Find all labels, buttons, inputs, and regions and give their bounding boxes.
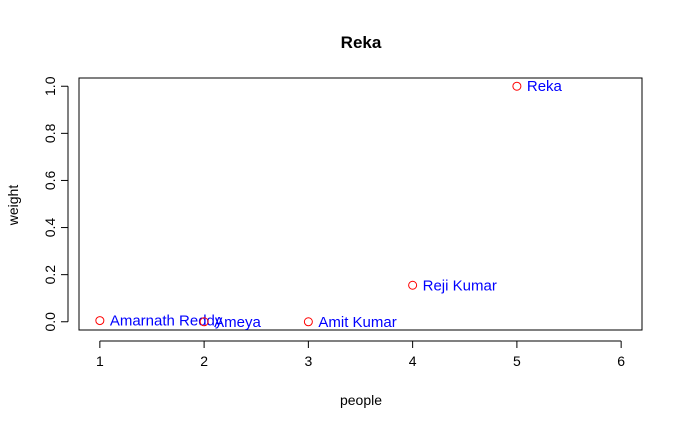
data-point — [512, 81, 522, 91]
data-point-label: Ameya — [214, 314, 261, 331]
data-point — [303, 317, 313, 327]
data-point — [199, 317, 209, 327]
x-tick-label: 2 — [200, 353, 208, 369]
y-tick-label: 0.0 — [42, 312, 58, 332]
y-tick-label: 0.8 — [42, 123, 58, 143]
y-tick-label: 0.6 — [42, 171, 58, 191]
data-point-label: Reji Kumar — [423, 277, 497, 294]
x-tick-label: 1 — [96, 353, 104, 369]
y-axis-title: weight — [5, 185, 21, 227]
y-tick-label: 1.0 — [42, 76, 58, 96]
data-point — [408, 280, 418, 290]
x-tick-label: 4 — [409, 353, 417, 369]
plot-frame — [78, 77, 643, 331]
x-tick-label: 3 — [304, 353, 312, 369]
data-point — [95, 316, 105, 326]
x-tick-label: 6 — [617, 353, 625, 369]
data-point-label: Reka — [527, 78, 563, 95]
x-tick-label: 5 — [513, 353, 521, 369]
data-point-label: Amit Kumar — [318, 314, 396, 331]
y-tick-label: 0.2 — [42, 265, 58, 285]
chart-title: Reka — [341, 33, 382, 52]
y-tick-label: 0.4 — [42, 218, 58, 238]
data-point-label: Amarnath Reddy — [110, 313, 223, 330]
x-axis: 1 2 3 4 5 6 — [96, 340, 625, 369]
y-axis: 0.0 0.2 0.4 0.6 0.8 1.0 — [42, 76, 69, 332]
x-axis-title: people — [340, 392, 382, 408]
